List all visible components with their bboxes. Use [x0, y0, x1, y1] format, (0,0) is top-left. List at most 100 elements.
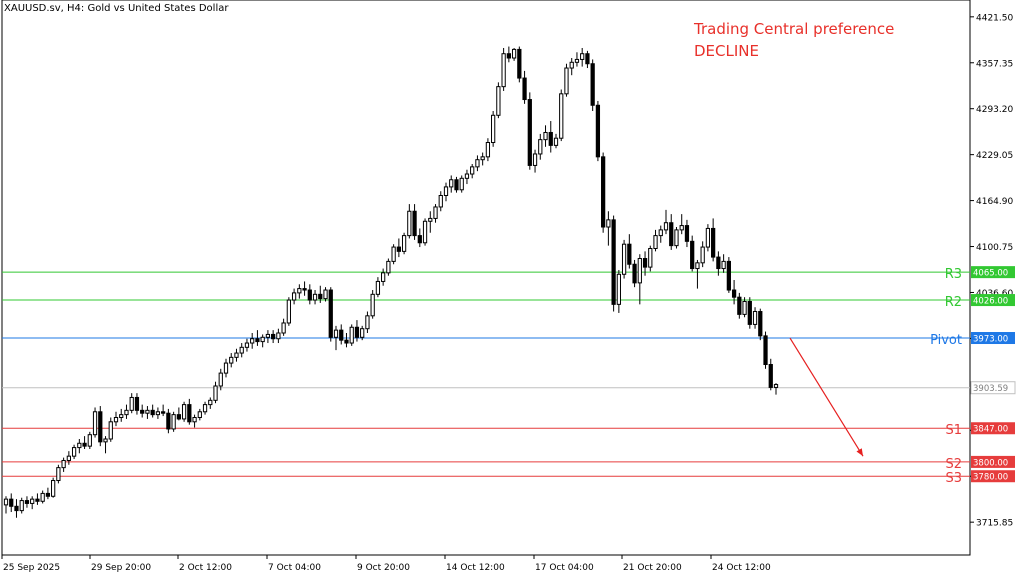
- candle-bull: [66, 455, 71, 461]
- candle-bull: [61, 459, 66, 469]
- candle-bull: [491, 114, 496, 144]
- candle-bear: [527, 99, 532, 166]
- level-label-r2: R2: [945, 295, 962, 310]
- candle-bear: [354, 326, 360, 338]
- candle-bear: [307, 289, 312, 301]
- candle-bull: [87, 434, 92, 447]
- level-price-label: 3780.00: [973, 473, 1008, 483]
- candle-bear: [548, 131, 553, 146]
- candle-bull: [695, 262, 700, 270]
- level-price-box: [971, 455, 1015, 468]
- y-tick-label: 4293.20: [976, 105, 1013, 115]
- current-price-label: 3903.59: [973, 384, 1008, 394]
- candle-bear: [35, 498, 40, 502]
- candle-bull: [124, 409, 129, 416]
- candle-bear: [454, 179, 459, 191]
- current-price-box: [970, 381, 1016, 395]
- candle-bear: [24, 500, 30, 504]
- candle-bull: [51, 480, 56, 497]
- symbol-title: XAUUSD.sv, H4: Gold vs United States Dol…: [4, 3, 229, 14]
- candle-bear: [344, 339, 349, 344]
- candle-bull: [637, 258, 642, 284]
- candle-bear: [302, 288, 307, 291]
- level-price-box: [971, 294, 1015, 307]
- candle-bear: [412, 210, 417, 237]
- candle-bull: [56, 467, 61, 482]
- candle-bull: [265, 333, 271, 338]
- candle-bear: [255, 338, 260, 343]
- candle-bull: [648, 247, 653, 268]
- candle-bull: [401, 235, 407, 252]
- candle-bull: [564, 67, 569, 95]
- forecast-arrow: [789, 337, 864, 457]
- candle-bull: [433, 206, 438, 219]
- candle-bear: [627, 243, 632, 265]
- candle-bull: [370, 293, 375, 317]
- candle-bull: [443, 186, 449, 197]
- candle-bull: [480, 156, 485, 161]
- candle-bull: [653, 235, 658, 249]
- y-tick-label: 3715.85: [976, 519, 1013, 529]
- candle-bear: [98, 411, 103, 443]
- x-tick-label: 29 Sep 20:00: [91, 563, 151, 573]
- candle-bull: [239, 346, 244, 354]
- candle-bear: [271, 333, 276, 340]
- candle-bull: [349, 326, 354, 344]
- candle-bull: [234, 352, 239, 358]
- candle-bull: [538, 139, 543, 155]
- candle-bear: [14, 505, 19, 512]
- candle-bull: [422, 220, 428, 244]
- candle-bear: [758, 311, 763, 337]
- candle-bull: [40, 492, 45, 502]
- level-price-box: [971, 422, 1015, 435]
- candle-bull: [92, 411, 98, 436]
- candle-bear: [669, 222, 674, 247]
- candle-bull: [145, 409, 150, 414]
- candle-bull: [407, 210, 412, 237]
- candle-bear: [590, 63, 595, 106]
- candle-bull: [375, 280, 381, 295]
- level-price-box: [971, 470, 1015, 483]
- candle-bear: [161, 411, 166, 414]
- preference-box: Trading Central preference DECLINE: [694, 18, 894, 62]
- candle-bull: [360, 328, 365, 338]
- level-price-box: [971, 266, 1015, 279]
- level-price-label: 3973.00: [973, 335, 1008, 345]
- candle-bull: [511, 48, 517, 59]
- candle-bear: [601, 156, 606, 228]
- candle-bear: [595, 104, 601, 158]
- candle-bear: [9, 498, 14, 507]
- x-tick-label: 25 Sep 2025: [3, 563, 60, 573]
- candle-bull: [202, 404, 208, 413]
- candle-bear: [763, 335, 768, 366]
- candle-bull: [543, 131, 548, 141]
- candle-bull: [428, 217, 433, 222]
- candle-bull: [276, 332, 281, 340]
- candle-bull: [459, 177, 464, 191]
- candle-bear: [45, 492, 51, 497]
- level-price-label: 4026.00: [973, 297, 1008, 307]
- candle-bull: [108, 421, 113, 440]
- preference-direction: DECLINE: [694, 42, 759, 60]
- candle-bull: [449, 179, 454, 188]
- candle-bull: [286, 299, 291, 324]
- candle-bull: [553, 137, 559, 146]
- candle-bull: [365, 315, 370, 330]
- candle-bull: [250, 338, 255, 344]
- level-label-s3: S3: [945, 471, 962, 486]
- candle-bear: [731, 289, 737, 298]
- candle-bull: [464, 173, 470, 179]
- candle-bull: [323, 289, 328, 300]
- candle-bull: [679, 225, 684, 231]
- candle-bear: [684, 225, 690, 242]
- candle-bull: [197, 411, 202, 419]
- candle-bear: [396, 246, 401, 252]
- candle-bull: [580, 53, 585, 60]
- x-tick-label: 7 Oct 04:00: [268, 563, 321, 573]
- x-tick-label: 14 Oct 12:00: [446, 563, 505, 573]
- y-tick-label: 4036.60: [976, 289, 1013, 299]
- candle-bear: [82, 442, 87, 447]
- candle-bull: [103, 438, 108, 443]
- candle-bear: [642, 258, 648, 268]
